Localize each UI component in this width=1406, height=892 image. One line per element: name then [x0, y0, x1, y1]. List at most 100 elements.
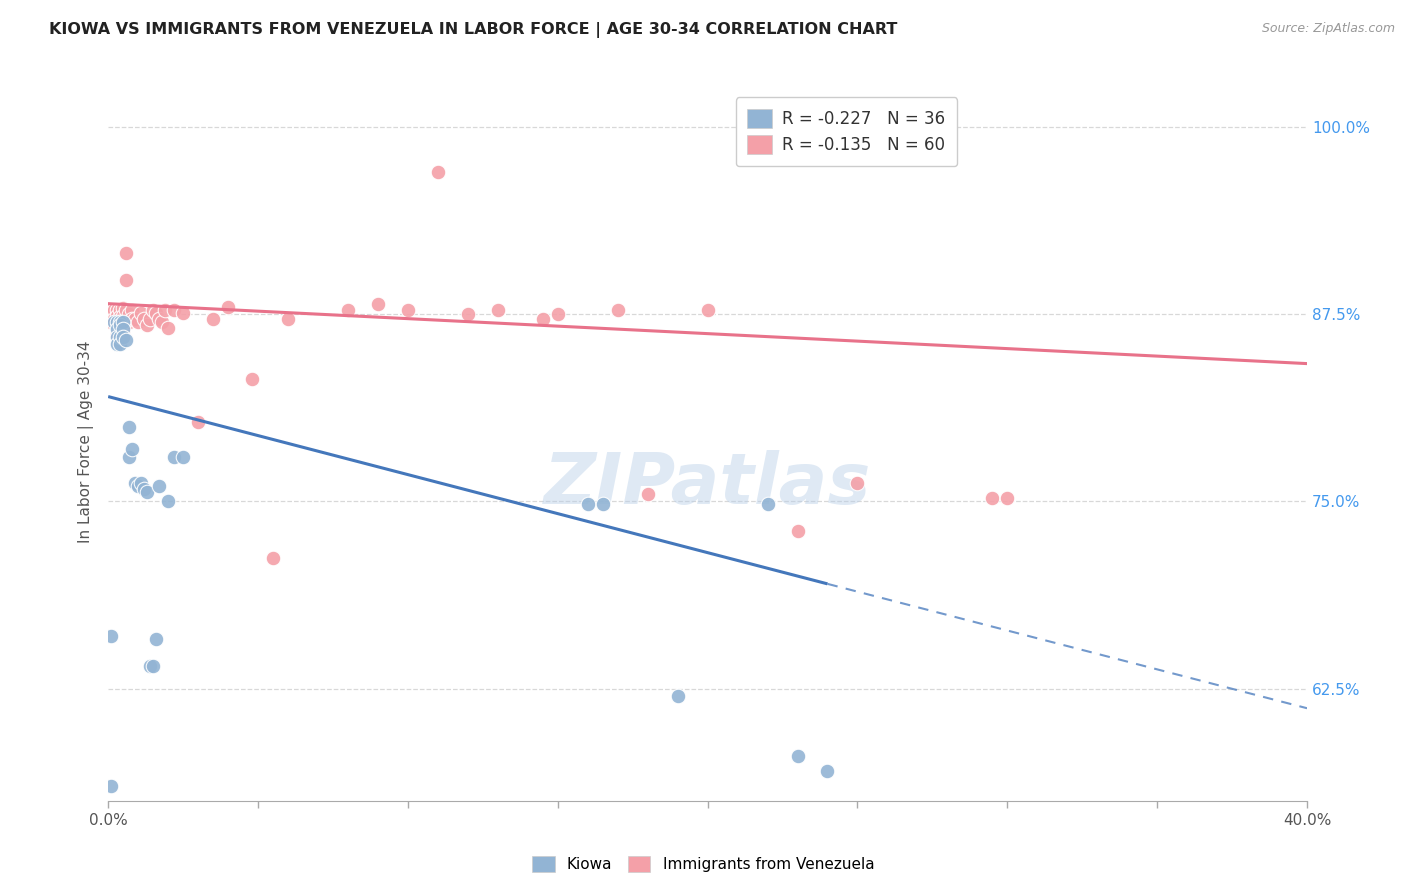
Point	[115, 273, 138, 287]
Point	[217, 300, 239, 314]
Text: KIOWA VS IMMIGRANTS FROM VENEZUELA IN LABOR FORCE | AGE 30-34 CORRELATION CHART: KIOWA VS IMMIGRANTS FROM VENEZUELA IN LA…	[49, 22, 897, 38]
Point	[108, 318, 131, 332]
Point	[696, 302, 718, 317]
Point	[127, 479, 149, 493]
Point	[172, 450, 194, 464]
Point	[108, 337, 131, 351]
Point	[202, 311, 225, 326]
Point	[486, 302, 509, 317]
Point	[112, 329, 135, 343]
Point	[103, 311, 125, 326]
Point	[187, 415, 209, 429]
Point	[108, 310, 131, 325]
Point	[124, 476, 146, 491]
Point	[105, 315, 128, 329]
Point	[118, 315, 141, 329]
Point	[426, 165, 449, 179]
Text: ZIPatlas: ZIPatlas	[544, 450, 872, 519]
Point	[121, 311, 143, 326]
Point	[172, 306, 194, 320]
Point	[108, 316, 131, 330]
Point	[163, 302, 186, 317]
Point	[163, 450, 186, 464]
Point	[105, 326, 128, 341]
Point	[142, 659, 165, 673]
Point	[112, 316, 135, 330]
Point	[817, 764, 839, 779]
Point	[108, 329, 131, 343]
Point	[134, 311, 156, 326]
Point	[115, 333, 138, 347]
Point	[127, 315, 149, 329]
Point	[606, 302, 628, 317]
Point	[666, 690, 689, 704]
Point	[115, 245, 138, 260]
Point	[157, 494, 180, 508]
Point	[105, 337, 128, 351]
Point	[118, 419, 141, 434]
Point	[153, 302, 176, 317]
Point	[100, 315, 122, 329]
Point	[100, 629, 122, 643]
Point	[108, 322, 131, 336]
Point	[148, 479, 170, 493]
Point	[142, 302, 165, 317]
Point	[531, 311, 554, 326]
Point	[547, 307, 569, 321]
Point	[112, 315, 135, 329]
Point	[105, 315, 128, 329]
Text: Source: ZipAtlas.com: Source: ZipAtlas.com	[1261, 22, 1395, 36]
Point	[105, 302, 128, 317]
Point	[592, 498, 614, 512]
Point	[108, 315, 131, 329]
Y-axis label: In Labor Force | Age 30-34: In Labor Force | Age 30-34	[79, 340, 94, 542]
Point	[457, 307, 479, 321]
Point	[118, 307, 141, 321]
Point	[118, 450, 141, 464]
Point	[277, 311, 299, 326]
Point	[112, 301, 135, 315]
Point	[262, 551, 284, 566]
Point	[637, 487, 659, 501]
Point	[139, 659, 162, 673]
Point	[105, 322, 128, 336]
Point	[756, 498, 779, 512]
Point	[105, 309, 128, 323]
Point	[136, 485, 159, 500]
Point	[105, 320, 128, 334]
Point	[121, 302, 143, 317]
Point	[100, 302, 122, 317]
Legend: Kiowa, Immigrants from Venezuela: Kiowa, Immigrants from Venezuela	[524, 848, 882, 880]
Point	[100, 779, 122, 793]
Point	[145, 306, 167, 320]
Point	[148, 311, 170, 326]
Point	[145, 632, 167, 647]
Point	[786, 749, 808, 764]
Point	[103, 315, 125, 329]
Point	[121, 442, 143, 456]
Point	[112, 324, 135, 338]
Point	[134, 483, 156, 497]
Point	[786, 524, 808, 539]
Point	[124, 311, 146, 326]
Point	[981, 491, 1004, 506]
Point	[136, 318, 159, 332]
Point	[108, 302, 131, 317]
Point	[129, 306, 152, 320]
Point	[576, 498, 599, 512]
Point	[115, 302, 138, 317]
Point	[103, 302, 125, 317]
Point	[367, 296, 389, 310]
Legend: R = -0.227   N = 36, R = -0.135   N = 60: R = -0.227 N = 36, R = -0.135 N = 60	[735, 97, 957, 166]
Point	[112, 322, 135, 336]
Point	[846, 476, 869, 491]
Point	[240, 371, 263, 385]
Point	[100, 307, 122, 321]
Point	[157, 320, 180, 334]
Point	[336, 302, 359, 317]
Point	[150, 315, 173, 329]
Point	[112, 309, 135, 323]
Point	[139, 311, 162, 326]
Point	[995, 491, 1018, 506]
Point	[105, 329, 128, 343]
